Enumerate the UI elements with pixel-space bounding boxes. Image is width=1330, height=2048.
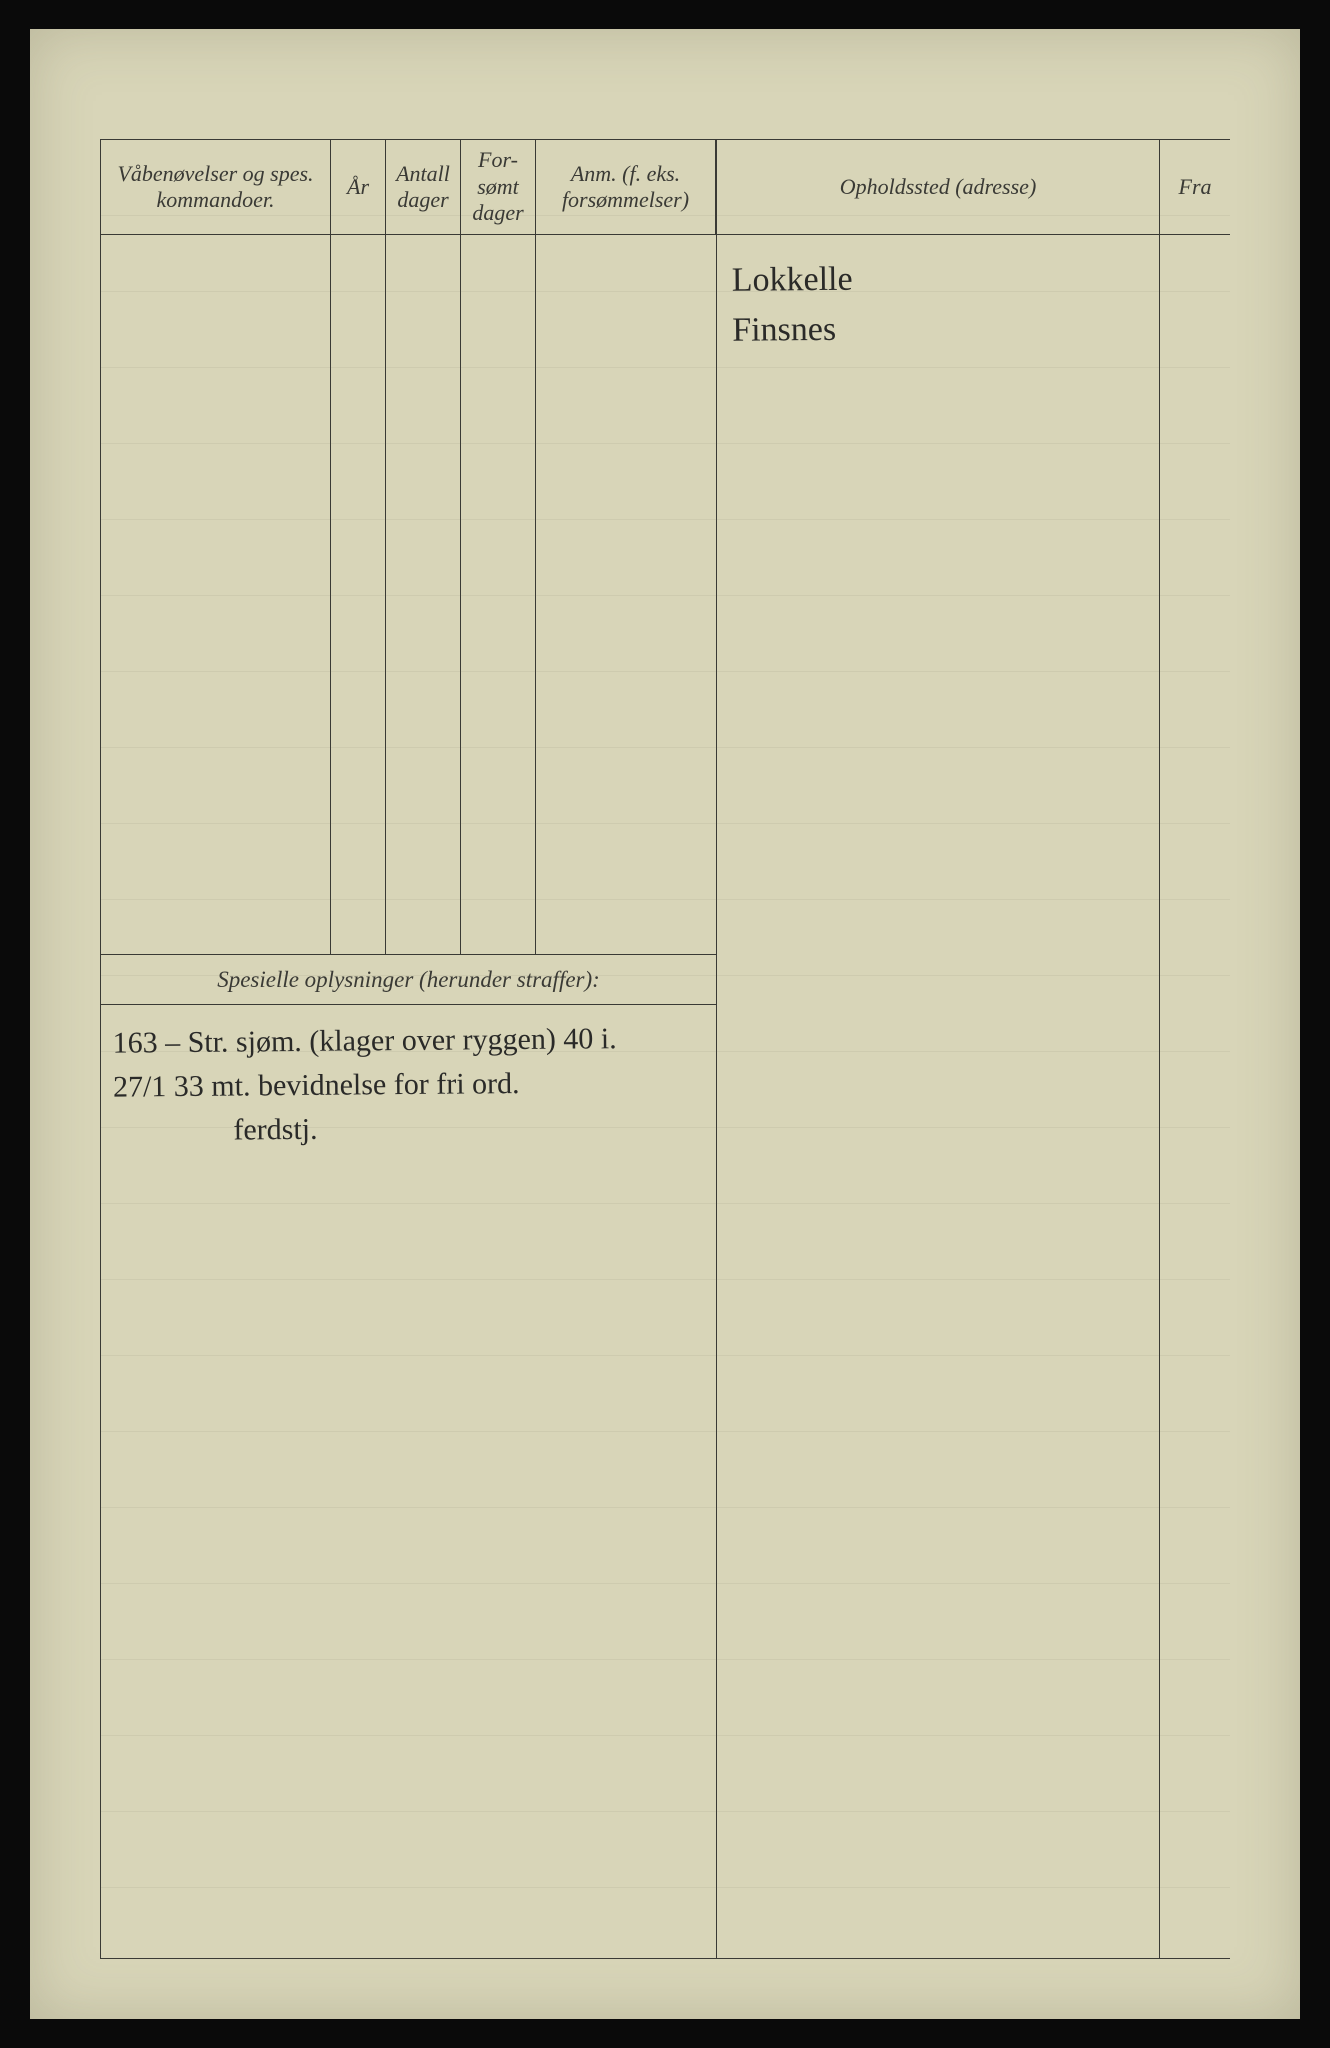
header-ar: År xyxy=(331,140,386,234)
spesielle-header: Spesielle oplysninger (herunder straffer… xyxy=(101,955,716,1005)
table-header-row: Våbenøvelser og spes. kommandoer. År Ant… xyxy=(101,140,1230,235)
cell-col4 xyxy=(461,235,536,954)
header-forsomt-dager: For-sømt dager xyxy=(461,140,536,234)
cell-fra xyxy=(1160,235,1230,1958)
header-vabenovelser: Våbenøvelser og spes. kommandoer. xyxy=(101,140,331,234)
notes-line-1: 163 – Str. sjøm. (klager over ryggen) 40… xyxy=(112,1017,703,1064)
handwritten-address: Lokkelle Finsnes xyxy=(732,253,1145,354)
left-column-block: Spesielle oplysninger (herunder straffer… xyxy=(101,235,716,1958)
right-column-block: Lokkelle Finsnes xyxy=(716,235,1230,1958)
address-line-2: Finsnes xyxy=(732,303,1144,354)
cell-col1 xyxy=(101,235,331,954)
cell-col5 xyxy=(536,235,716,954)
address-line-1: Lokkelle xyxy=(732,253,1144,304)
document-paper: Våbenøvelser og spes. kommandoer. År Ant… xyxy=(30,29,1300,2019)
cell-col3 xyxy=(386,235,461,954)
notes-line-2: 27/1 33 mt. bevidnelse for fri ord. xyxy=(113,1061,704,1108)
cell-col2 xyxy=(331,235,386,954)
spesielle-body: 163 – Str. sjøm. (klager over ryggen) 40… xyxy=(101,1005,716,1958)
header-antall-dager: Antall dager xyxy=(386,140,461,234)
header-opholdssted: Opholdssted (adresse) xyxy=(716,140,1160,234)
table-body: Spesielle oplysninger (herunder straffer… xyxy=(101,235,1230,1958)
form-table: Våbenøvelser og spes. kommandoer. År Ant… xyxy=(100,139,1230,1959)
header-fra: Fra xyxy=(1160,140,1230,234)
cell-opholdssted: Lokkelle Finsnes xyxy=(717,235,1160,1958)
notes-line-3: ferdstj. xyxy=(113,1105,704,1152)
header-anm: Anm. (f. eks. forsømmelser) xyxy=(536,140,716,234)
handwritten-notes: 163 – Str. sjøm. (klager over ryggen) 40… xyxy=(112,1017,704,1152)
upper-table-area xyxy=(101,235,716,955)
